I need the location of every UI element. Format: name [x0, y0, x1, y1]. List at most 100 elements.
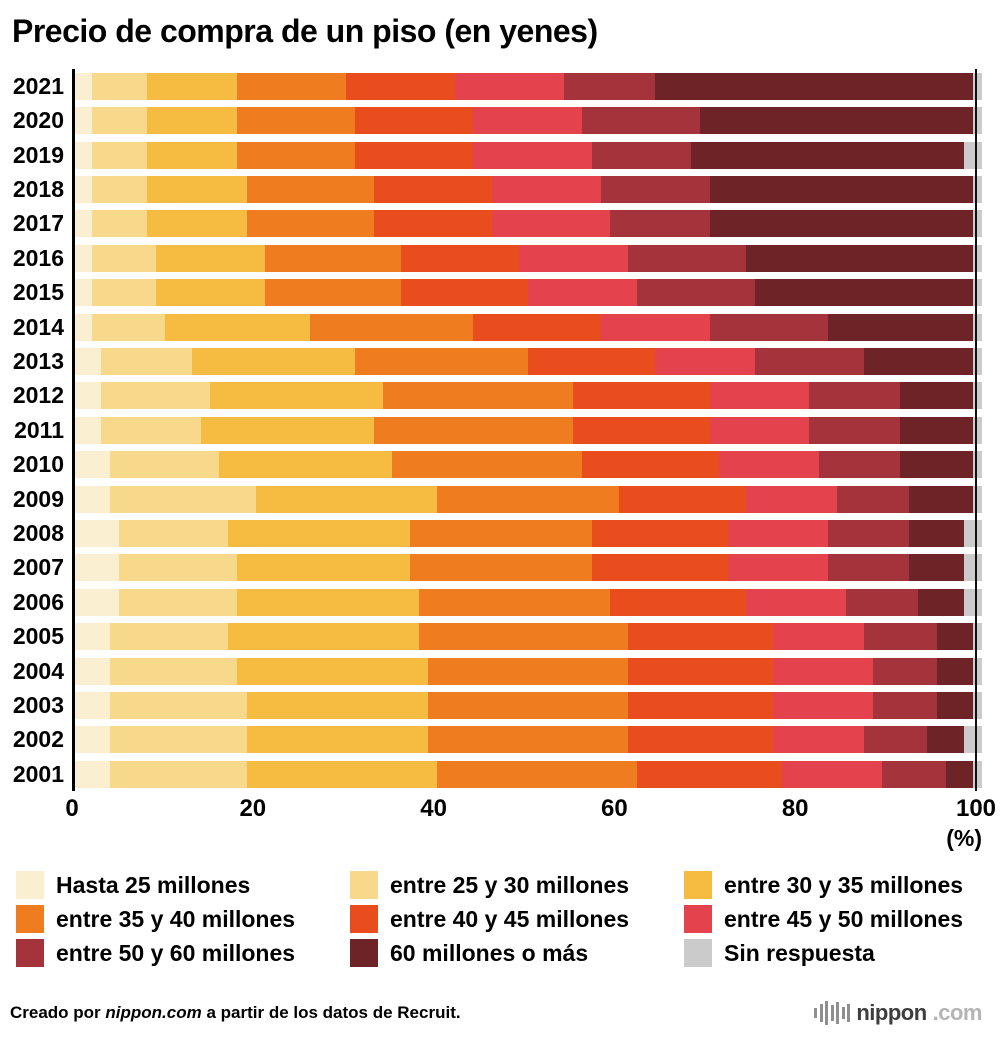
bar-segment — [92, 210, 147, 238]
gridline-100 — [974, 69, 977, 792]
bar-segment — [709, 382, 810, 410]
stacked-bar — [74, 382, 982, 410]
bar-segment — [74, 176, 93, 204]
bar-segment — [246, 760, 438, 788]
percent-unit-label: (%) — [946, 825, 982, 852]
stacked-bar-chart: 2021 2020 2019 2018 2017 2016 2015 2014 2013 2012… — [10, 69, 996, 857]
bar-segment — [210, 382, 383, 410]
bar-segment — [900, 451, 973, 479]
legend-swatch — [350, 871, 378, 900]
bar-segment — [310, 313, 474, 341]
bar-segment — [582, 107, 701, 135]
bar-segment — [900, 416, 973, 444]
bar-segment — [264, 279, 401, 307]
bar-segment — [627, 623, 774, 651]
footer: Creado por nippon.com a partir de los da… — [10, 999, 983, 1027]
bar-segment — [455, 72, 565, 100]
bar-segment — [618, 485, 746, 513]
bar-segment — [582, 451, 719, 479]
bar-segment — [146, 210, 247, 238]
bar-segment — [745, 588, 846, 616]
bar-segment — [419, 588, 610, 616]
stacked-bar — [74, 691, 982, 719]
bar-segment — [74, 451, 111, 479]
x-tick-100: 100 — [955, 795, 997, 823]
bar-segment — [74, 72, 93, 100]
legend-item: entre 50 y 60 millones — [16, 939, 350, 968]
bar-segment — [92, 107, 147, 135]
bar-segment — [219, 451, 392, 479]
bar-segment — [228, 623, 420, 651]
year-label: 2003 — [12, 691, 64, 718]
nippon-logo: nippon .com — [814, 999, 983, 1027]
bar-segment — [400, 244, 519, 272]
x-tick-0: 0 — [65, 795, 79, 823]
y-axis-line — [72, 69, 75, 792]
bar-segment — [773, 726, 864, 754]
bar-segment — [564, 72, 656, 100]
stacked-bar — [74, 760, 982, 788]
bar-segment — [92, 176, 147, 204]
bar-segment — [255, 485, 438, 513]
bar-segment — [110, 657, 238, 685]
bar-segment — [146, 72, 238, 100]
bar-segment — [918, 588, 964, 616]
year-label: 2002 — [12, 726, 64, 753]
bar-segment — [419, 623, 628, 651]
bar-segment — [963, 588, 982, 616]
bar-segment — [754, 348, 864, 375]
legend-item: 60 millones o más — [350, 939, 684, 968]
stacked-bar — [74, 554, 982, 582]
stacked-bar — [74, 657, 982, 685]
bar-segment — [373, 416, 574, 444]
bar-segment — [709, 416, 810, 444]
stacked-bar — [74, 726, 982, 754]
bar-segment — [246, 726, 429, 754]
bar-segment — [237, 554, 410, 582]
stacked-bar — [74, 176, 982, 204]
bar-segment — [782, 760, 883, 788]
bar-segment — [936, 691, 973, 719]
legend-swatch — [16, 939, 44, 968]
bar-segment — [972, 279, 982, 307]
x-tick-20: 20 — [239, 795, 267, 823]
bar-segment — [428, 691, 628, 719]
bar-segment — [110, 451, 220, 479]
bar-row-2014: 2014 — [10, 310, 982, 344]
year-label: 2007 — [12, 554, 64, 581]
bar-segment — [709, 176, 973, 204]
bar-segment — [355, 348, 528, 375]
bar-segment — [754, 279, 973, 307]
bar-segment — [700, 107, 973, 135]
bar-row-2003: 2003 — [10, 688, 982, 722]
bar-segment — [827, 554, 910, 582]
bar-segment — [473, 313, 601, 341]
bar-segment — [655, 72, 973, 100]
legend-item: entre 45 y 50 millones — [684, 905, 982, 934]
stacked-bar — [74, 416, 982, 444]
bar-segment — [609, 210, 710, 238]
bar-segment — [428, 657, 628, 685]
bar-segment — [400, 279, 528, 307]
bar-segment — [101, 416, 202, 444]
bar-segment — [972, 244, 982, 272]
bar-segment — [727, 519, 828, 547]
legend-label: 60 millones o más — [390, 939, 589, 966]
bar-segment — [591, 554, 728, 582]
bar-segment — [391, 451, 583, 479]
year-label: 2017 — [12, 210, 64, 237]
legend-swatch — [16, 905, 44, 934]
bar-segment — [74, 279, 93, 307]
bar-segment — [74, 691, 111, 719]
logo-name: nippon — [856, 1000, 927, 1026]
bar-segment — [246, 176, 374, 204]
bar-segment — [518, 244, 628, 272]
stacked-bar — [74, 588, 982, 616]
bar-segment — [146, 107, 238, 135]
bar-row-2002: 2002 — [10, 723, 982, 757]
legend-item: entre 25 y 30 millones — [350, 871, 684, 900]
credit-suffix: a partir de los datos de Recruit. — [201, 1003, 461, 1023]
bar-segment — [573, 382, 710, 410]
x-tick-40: 40 — [420, 795, 447, 823]
bar-row-2016: 2016 — [10, 241, 982, 275]
